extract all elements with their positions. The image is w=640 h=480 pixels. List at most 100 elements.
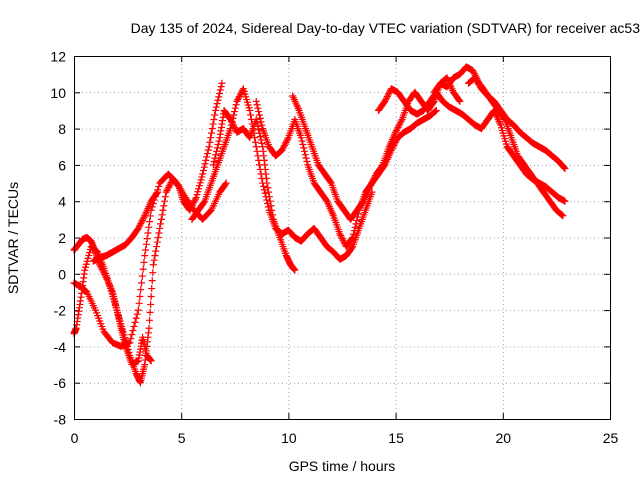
data-point	[144, 229, 152, 237]
series-track-4	[89, 188, 162, 265]
data-point	[134, 224, 142, 232]
data-point	[291, 266, 299, 274]
y-tick-label: 6	[58, 157, 66, 173]
data-point	[349, 234, 357, 241]
data-point	[197, 176, 205, 184]
data-point	[322, 196, 330, 204]
y-axis-title: SDTVAR / TECUs	[5, 182, 21, 294]
data-point	[247, 116, 255, 124]
data-point	[560, 164, 568, 172]
data-point	[367, 181, 375, 189]
data-point	[222, 179, 230, 187]
data-point	[251, 138, 259, 146]
data-point	[337, 233, 345, 241]
data-point	[559, 212, 567, 220]
data-point	[255, 111, 263, 119]
data-point	[394, 123, 402, 131]
data-point	[431, 108, 439, 116]
data-point	[195, 185, 203, 193]
data-point	[164, 185, 172, 193]
data-point	[200, 198, 208, 206]
data-point	[284, 135, 292, 143]
data-point	[561, 197, 569, 205]
y-tick-label: 8	[58, 121, 66, 137]
data-point	[210, 116, 218, 124]
series-track-3	[70, 170, 230, 350]
data-point	[214, 96, 222, 104]
data-point	[163, 187, 171, 195]
data-point	[201, 160, 209, 168]
data-point	[150, 256, 158, 264]
data-point	[212, 106, 220, 114]
data-point	[148, 285, 156, 293]
data-point	[260, 186, 268, 194]
x-tick-label: 0	[71, 430, 79, 446]
data-point	[137, 220, 145, 228]
data-point	[145, 324, 153, 332]
data-point	[140, 213, 148, 221]
data-point	[396, 120, 404, 128]
data-point	[254, 104, 262, 112]
data-point	[261, 189, 269, 197]
data-point	[456, 97, 464, 105]
data-point	[264, 203, 272, 211]
x-tick-label: 5	[178, 430, 186, 446]
data-point	[432, 107, 440, 115]
data-point	[221, 180, 229, 188]
data-point	[279, 145, 287, 153]
data-point	[397, 117, 405, 125]
data-point	[367, 180, 375, 188]
data-point	[369, 176, 377, 184]
data-point	[382, 94, 390, 102]
data-point	[191, 197, 199, 205]
data-point	[216, 86, 224, 94]
data-point	[338, 235, 346, 243]
x-axis-title: GPS time / hours	[289, 458, 396, 474]
data-point	[258, 175, 266, 183]
data-point	[135, 299, 143, 307]
data-point	[256, 165, 264, 173]
data-point	[392, 128, 400, 136]
data-point	[384, 91, 392, 99]
data-point	[353, 216, 361, 224]
data-point	[215, 137, 223, 145]
data-point	[155, 182, 163, 190]
data-point	[82, 260, 90, 268]
data-point	[157, 215, 165, 223]
data-point	[149, 261, 157, 269]
data-point	[210, 157, 218, 165]
data-point	[143, 235, 151, 243]
data-point	[136, 221, 144, 229]
y-tick-label: -6	[54, 375, 67, 391]
y-tick-label: -8	[54, 412, 67, 428]
data-point	[252, 97, 260, 105]
data-point	[207, 129, 215, 137]
data-point	[213, 144, 221, 152]
data-point	[153, 238, 161, 246]
data-point	[157, 220, 165, 228]
data-point	[145, 223, 153, 231]
data-point	[253, 101, 261, 109]
data-point	[147, 357, 155, 365]
data-point	[391, 138, 399, 146]
data-point	[209, 120, 217, 128]
data-point	[396, 119, 404, 127]
data-point	[231, 108, 239, 116]
data-point	[235, 93, 243, 101]
data-point	[199, 167, 207, 175]
data-point	[151, 252, 159, 260]
data-point	[212, 103, 220, 111]
data-point	[133, 310, 141, 318]
data-point	[371, 173, 379, 181]
data-point	[469, 67, 477, 75]
data-point	[193, 191, 201, 199]
data-point	[205, 143, 213, 151]
data-point	[303, 157, 311, 165]
data-point	[141, 252, 149, 260]
data-point	[258, 121, 266, 129]
data-point	[208, 125, 216, 133]
data-point	[198, 173, 206, 181]
data-point	[232, 101, 240, 109]
data-point	[132, 314, 140, 322]
series-track-11	[464, 74, 569, 173]
